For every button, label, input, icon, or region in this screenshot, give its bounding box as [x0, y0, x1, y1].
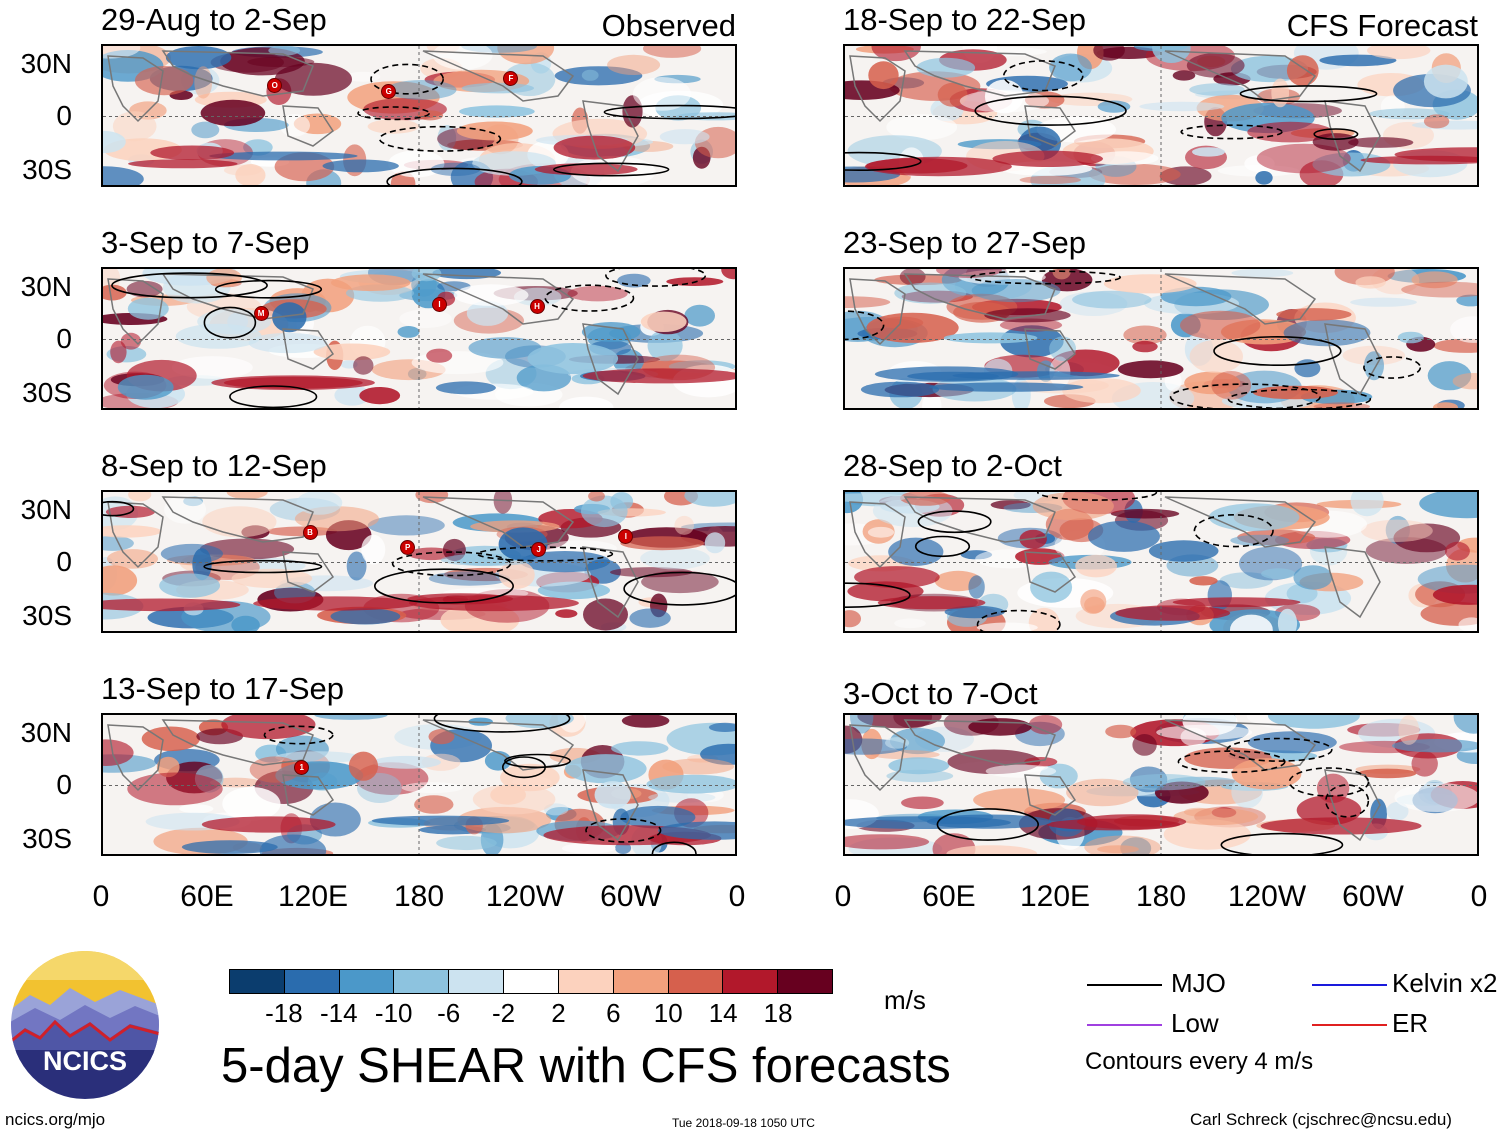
panel-title-obs-1: 29-Aug to 2-Sep	[101, 2, 327, 37]
ncics-logo: NCICS	[10, 950, 160, 1100]
panel-title-fc-2: 23-Sep to 27-Sep	[843, 225, 1087, 260]
colorbar-tick-label: 18	[763, 998, 793, 1028]
contour-note: Contours every 4 m/s	[1085, 1048, 1314, 1075]
storm-marker: B	[302, 524, 318, 540]
colorbar-tick-label: 10	[653, 998, 683, 1028]
colorbar-swatch	[393, 970, 449, 993]
contour-legend: MJO Kelvin x2 Low ER Contours every 4 m/…	[1085, 968, 1507, 1075]
lon-label: 120E	[277, 880, 349, 913]
lon-label: 120E	[1019, 880, 1091, 913]
lat-label: 30S	[22, 377, 72, 408]
colorbar-tick-label: 14	[708, 998, 738, 1028]
map-panel-fc-1	[843, 44, 1479, 187]
footer-url[interactable]: ncics.org/mjo	[5, 1110, 106, 1129]
footer-timestamp: Tue 2018-09-18 1050 UTC	[672, 1116, 815, 1130]
legend-line-mjo	[1087, 984, 1162, 986]
footer-author: Carl Schreck (cjschrec@ncsu.edu)	[1190, 1110, 1452, 1129]
lon-label: 0	[1470, 880, 1488, 913]
lon-label: 120W	[1227, 880, 1307, 913]
colorbar-swatch	[777, 970, 832, 993]
observed-label: Observed	[601, 8, 736, 43]
forecast-label: CFS Forecast	[1286, 8, 1478, 43]
lat-label: 30S	[22, 823, 72, 854]
colorbar-swatch	[557, 970, 613, 993]
lon-label: 180	[1135, 880, 1187, 913]
lon-label: 0	[728, 880, 746, 913]
storm-marker: G	[381, 83, 397, 99]
storm-marker: F	[503, 71, 519, 87]
colorbar-tick-label: -6	[437, 998, 461, 1028]
panel-title-obs-3: 8-Sep to 12-Sep	[101, 448, 327, 483]
lon-label: 180	[393, 880, 445, 913]
colorbar-swatch	[448, 970, 504, 993]
lat-label: 30N	[20, 494, 72, 525]
storm-marker: H	[529, 298, 545, 314]
map-panel-fc-2	[843, 267, 1479, 410]
colorbar-unit: m/s	[884, 985, 926, 1015]
storm-marker: I	[618, 528, 634, 544]
colorbar-tick-label: -18	[265, 998, 303, 1028]
legend-line-kelvin	[1312, 984, 1387, 986]
colorbar-swatch	[722, 970, 778, 993]
lat-label: 30N	[20, 271, 72, 302]
panel-title-obs-2: 3-Sep to 7-Sep	[101, 225, 310, 260]
logo-text: NCICS	[43, 1046, 127, 1076]
colorbar-tick-label: 6	[606, 998, 621, 1028]
panel-title-fc-1: 18-Sep to 22-Sep	[843, 2, 1087, 37]
storm-marker: J	[531, 542, 547, 558]
panel-title-fc-4: 3-Oct to 7-Oct	[843, 676, 1038, 711]
lat-label: 0	[56, 546, 72, 577]
colorbar-tick-label: -14	[320, 998, 358, 1028]
lat-label: 0	[56, 100, 72, 131]
storm-marker: O	[267, 77, 283, 93]
colorbar-tick-label: -2	[491, 998, 516, 1028]
panel-title-fc-3: 28-Sep to 2-Oct	[843, 448, 1062, 483]
colorbar-swatch	[230, 970, 284, 993]
legend-label-low: Low	[1171, 1008, 1219, 1038]
map-panel-obs-3: B P J I	[101, 490, 737, 633]
lon-label: 60W	[1342, 880, 1404, 913]
lat-label: 0	[56, 769, 72, 800]
lat-label: 30N	[20, 717, 72, 748]
legend-line-low	[1087, 1024, 1162, 1026]
legend-line-er	[1312, 1024, 1387, 1026]
panel-title-obs-4: 13-Sep to 17-Sep	[101, 671, 345, 706]
legend-label-er: ER	[1392, 1008, 1429, 1038]
map-panel-obs-4: 1	[101, 713, 737, 856]
colorbar-tick-label: 2	[551, 998, 566, 1028]
colorbar-swatch	[612, 970, 668, 993]
legend-label-kelvin: Kelvin x2	[1392, 968, 1498, 998]
lon-label: 0	[92, 880, 110, 913]
storm-marker: M	[253, 306, 269, 322]
lat-label: 30S	[22, 154, 72, 185]
lat-label: 0	[56, 323, 72, 354]
lat-label: 30N	[20, 48, 72, 79]
lon-label: 120W	[485, 880, 565, 913]
map-panel-fc-3	[843, 490, 1479, 633]
lat-label: 30S	[22, 600, 72, 631]
colorbar-swatch	[338, 970, 394, 993]
storm-marker: P	[400, 540, 416, 556]
legend-label-mjo: MJO	[1171, 968, 1226, 998]
colorbar-swatch	[283, 970, 339, 993]
main-title: 5-day SHEAR with CFS forecasts	[221, 1039, 951, 1093]
storm-marker: 1	[294, 759, 310, 775]
lon-label: 0	[834, 880, 852, 913]
colorbar-tick-label: -10	[374, 998, 413, 1028]
colorbar-swatch	[503, 970, 558, 993]
colorbar-swatch	[667, 970, 723, 993]
colorbar	[229, 969, 833, 994]
lon-label: 60E	[180, 880, 234, 913]
storm-marker: I	[431, 297, 447, 313]
lon-label: 60W	[600, 880, 662, 913]
map-panel-fc-4	[843, 713, 1479, 856]
lon-label: 60E	[922, 880, 976, 913]
